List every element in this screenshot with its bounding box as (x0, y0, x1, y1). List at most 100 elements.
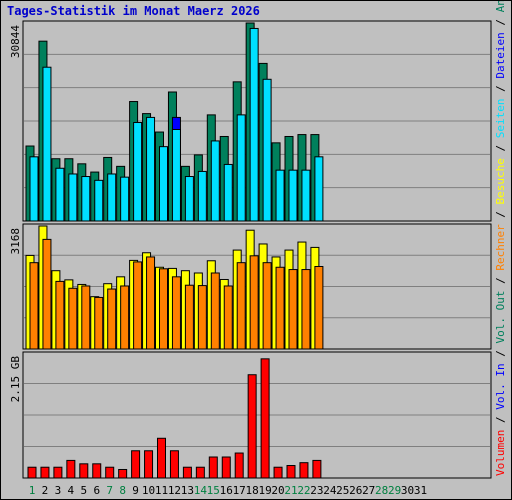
bar-volumen-12 (169, 450, 179, 479)
bar-volumen-9 (131, 450, 141, 479)
x-tick-label-6: 6 (93, 484, 100, 497)
legend-vol-out: Vol. Out (494, 291, 507, 344)
x-tick-label-23: 23 (310, 484, 323, 497)
x-tick-label-2: 2 (42, 484, 49, 497)
x-tick-label-7: 7 (106, 484, 113, 497)
x-tick-label-22: 22 (297, 484, 310, 497)
bar-volumen-16 (221, 456, 231, 479)
bar-rechner-9 (133, 261, 143, 350)
bar-seiten-4 (68, 173, 78, 222)
x-tick-label-13: 13 (181, 484, 194, 497)
bar-seiten-13 (184, 176, 194, 222)
legend-volumen: Volumen (494, 430, 507, 476)
x-tick-label-17: 17 (233, 484, 246, 497)
bar-volumen-1 (27, 466, 37, 479)
bar-rechner-20 (275, 266, 285, 350)
bar-rechner-2 (42, 238, 52, 350)
x-tick-label-10: 10 (142, 484, 155, 497)
bar-rechner-22 (301, 269, 311, 350)
bar-seiten-3 (55, 167, 65, 222)
bar-rechner-10 (146, 256, 156, 350)
bar-seiten-16 (223, 163, 233, 222)
bar-rechner-16 (223, 285, 233, 350)
bar-volumen-17 (234, 452, 244, 479)
legend-dateien: Dateien (494, 32, 507, 78)
x-tick-label-29: 29 (388, 484, 401, 497)
bar-seiten-8 (120, 176, 130, 222)
bar-volumen-13 (182, 466, 192, 479)
bar-volumen-21 (286, 465, 296, 479)
bar-volumen-22 (299, 462, 309, 479)
bar-seiten-15 (210, 140, 220, 222)
bar-rechner-14 (197, 285, 207, 350)
chart-title: Tages-Statistik im Monat Maerz 2026 (7, 4, 260, 18)
bar-seiten-6 (94, 179, 104, 222)
x-tick-label-1: 1 (29, 484, 36, 497)
legend-anfragen: Anfragen (494, 1, 507, 12)
x-tick-label-20: 20 (271, 484, 284, 497)
x-tick-label-5: 5 (80, 484, 87, 497)
bar-rechner-23 (314, 266, 324, 350)
bar-volumen-4 (66, 459, 76, 479)
bar-seiten-21 (288, 169, 298, 222)
bar-seiten-11 (159, 146, 168, 222)
bar-volumen-23 (312, 459, 322, 479)
bar-seiten-2 (42, 66, 52, 222)
bar-rechner-19 (262, 262, 272, 350)
x-tick-label-14: 14 (194, 484, 208, 497)
legend-separator: / (494, 344, 507, 364)
bar-rechner-11 (159, 268, 168, 350)
legend-rechner: Rechner (494, 224, 507, 271)
legend-seiten: Seiten (494, 98, 507, 138)
bar-rechner-5 (81, 285, 91, 350)
x-tick-label-9: 9 (132, 484, 139, 497)
bar-rechner-8 (120, 285, 130, 350)
bar-rechner-21 (288, 269, 298, 350)
bar-volumen-18 (247, 374, 257, 479)
bar-volumen-2 (40, 466, 50, 479)
bar-seiten-5 (81, 176, 91, 222)
bar-rechner-12 (171, 276, 181, 350)
legend-separator: / (494, 138, 507, 158)
legend-separator: / (494, 271, 507, 291)
bar-volumen-10 (144, 450, 154, 479)
x-tick-label-15: 15 (207, 484, 220, 497)
x-tick-label-4: 4 (68, 484, 75, 497)
bar-seiten-22 (301, 169, 311, 222)
x-tick-label-11: 11 (155, 484, 168, 497)
x-tick-label-30: 30 (401, 484, 414, 497)
bar-volumen-5 (79, 463, 89, 479)
bar-rechner-17 (236, 262, 246, 350)
bar-volumen-19 (260, 358, 270, 479)
bar-volumen-7 (105, 466, 115, 479)
x-tick-label-21: 21 (284, 484, 297, 497)
bar-volumen-15 (208, 456, 218, 479)
bar-volumen-11 (157, 437, 166, 479)
bar-volumen-14 (195, 466, 205, 479)
x-tick-label-16: 16 (220, 484, 233, 497)
bar-rechner-4 (68, 287, 78, 350)
bar-seiten-23 (314, 156, 324, 222)
bar-seiten-12 (171, 128, 181, 222)
legend-vol-in: Vol. In (494, 363, 507, 409)
legend-separator: / (494, 12, 507, 32)
bar-volumen-8 (118, 468, 128, 479)
bar-seiten-20 (275, 169, 285, 222)
right-legend: Volumen / Vol. In / Vol. Out / Rechner /… (494, 1, 507, 476)
bar-seiten-19 (262, 78, 272, 222)
bar-volumen-6 (92, 463, 102, 479)
x-tick-label-3: 3 (55, 484, 62, 497)
visits-y-max-label: 3168 (9, 228, 22, 255)
x-tick-label-18: 18 (246, 484, 259, 497)
x-tick-label-19: 19 (258, 484, 271, 497)
bar-seiten-14 (197, 170, 207, 222)
x-tick-label-31: 31 (414, 484, 427, 497)
volume-y-max-label: 2.15 GB (9, 356, 22, 403)
legend-separator: / (494, 204, 507, 224)
x-tick-label-8: 8 (119, 484, 126, 497)
bar-rechner-1 (29, 262, 39, 350)
legend-besuche: Besuche (494, 158, 507, 204)
bar-seiten-17 (236, 114, 246, 222)
